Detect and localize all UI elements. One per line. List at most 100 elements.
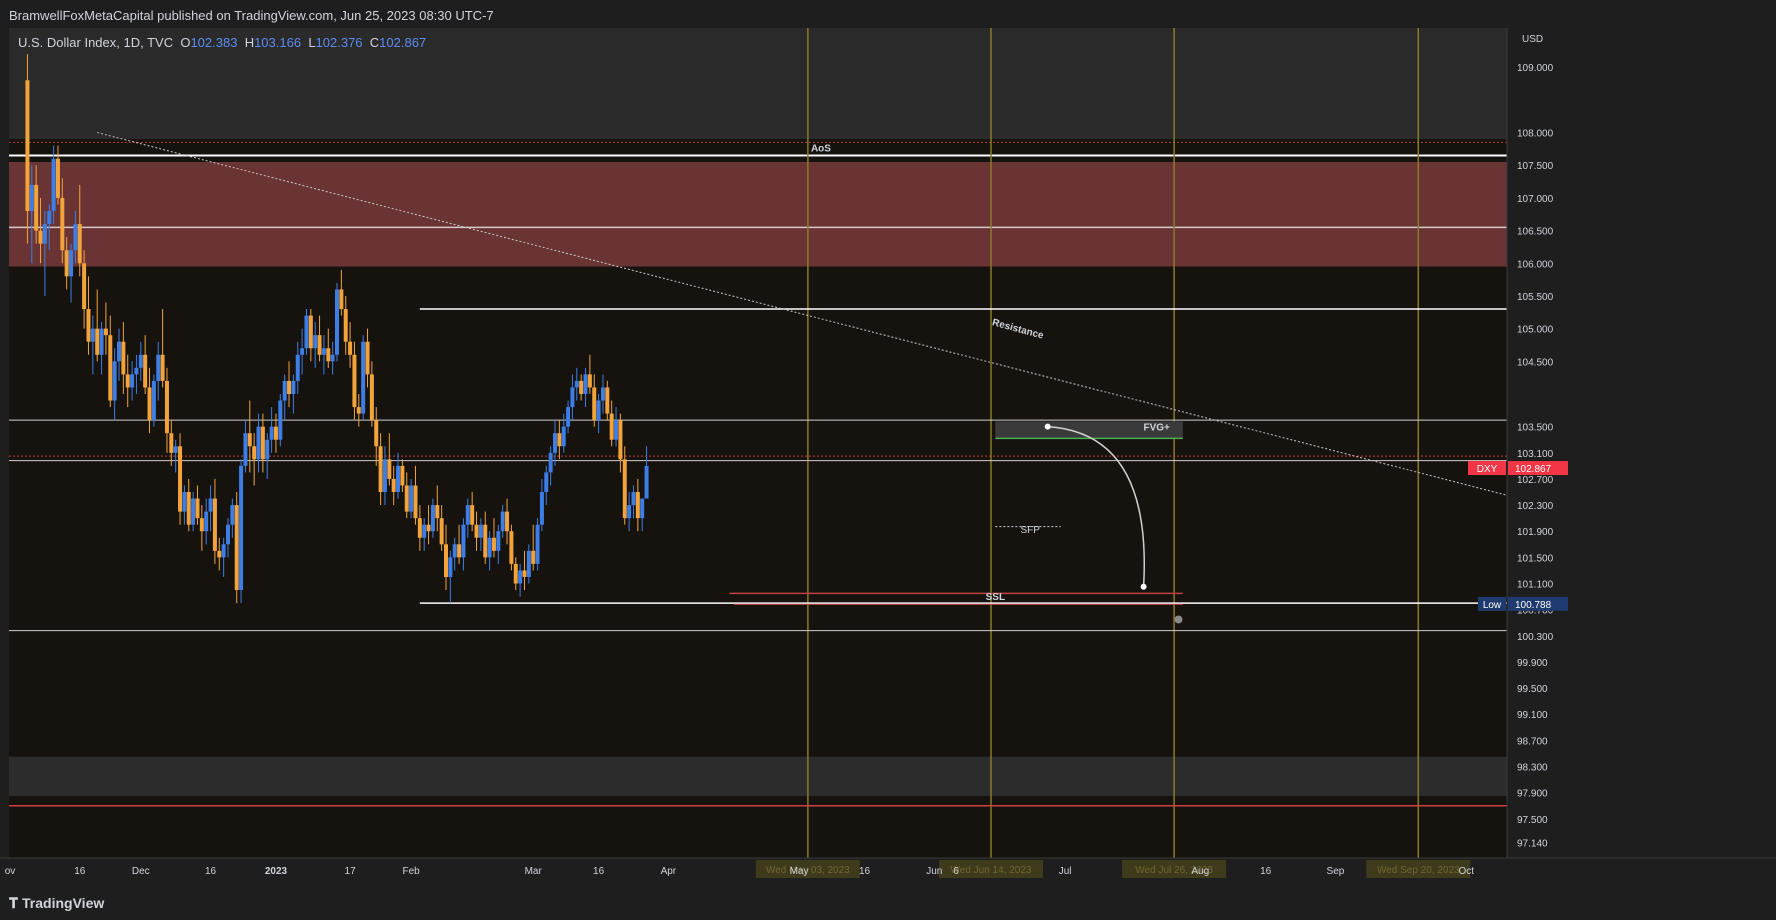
candle-body bbox=[513, 563, 518, 584]
brand-label: TradingView bbox=[22, 895, 105, 911]
candle bbox=[566, 400, 571, 434]
candle bbox=[522, 550, 527, 591]
date-tag-bg bbox=[755, 860, 860, 878]
candle bbox=[535, 518, 540, 571]
candle bbox=[548, 446, 553, 486]
candle bbox=[426, 505, 431, 545]
candle bbox=[478, 518, 483, 551]
close-value: 102.867 bbox=[379, 35, 427, 50]
candle bbox=[147, 367, 152, 434]
candle-body bbox=[609, 413, 614, 440]
candle-body bbox=[435, 505, 440, 519]
low-tag-label: Low bbox=[1483, 600, 1502, 611]
price-tick-label: 101.900 bbox=[1517, 527, 1554, 538]
candle bbox=[55, 145, 60, 205]
candle bbox=[570, 374, 575, 421]
candle-body bbox=[539, 492, 544, 525]
resistance-trendline bbox=[97, 132, 1508, 496]
candle bbox=[117, 328, 121, 381]
candle-body bbox=[600, 387, 605, 401]
candle-body bbox=[273, 426, 278, 440]
candle bbox=[51, 145, 56, 225]
candle-body bbox=[365, 341, 370, 375]
price-tick-label: 107.000 bbox=[1517, 194, 1554, 205]
candle-body bbox=[221, 544, 226, 558]
time-tick-label: Aug bbox=[1191, 866, 1209, 877]
candle bbox=[212, 478, 217, 564]
aos-label: AoS bbox=[811, 143, 831, 154]
price-axis bbox=[1507, 28, 1776, 882]
candle bbox=[574, 367, 579, 401]
candle bbox=[439, 505, 444, 551]
candle-body bbox=[199, 518, 204, 532]
candle bbox=[583, 367, 588, 408]
publisher-text: BramwellFoxMetaCapital published on Trad… bbox=[9, 8, 494, 23]
tradingview-logo[interactable]: 𝐓 TradingView bbox=[9, 895, 104, 912]
candle bbox=[291, 374, 296, 414]
candle bbox=[182, 485, 187, 525]
open-value: 102.383 bbox=[190, 35, 238, 50]
candle bbox=[112, 348, 117, 421]
projection-end-dot bbox=[1140, 583, 1147, 590]
candle bbox=[221, 537, 226, 577]
top-gray-band bbox=[9, 28, 1507, 140]
candle-body bbox=[553, 433, 557, 453]
candle-body bbox=[496, 531, 501, 551]
candle-body bbox=[605, 387, 610, 414]
publish-header: BramwellFoxMetaCapital published on Trad… bbox=[0, 0, 1776, 28]
price-tick-label: 99.500 bbox=[1517, 684, 1548, 695]
candle bbox=[73, 210, 78, 264]
candle-body bbox=[474, 524, 479, 538]
candle-body bbox=[348, 341, 353, 355]
candle-body bbox=[278, 400, 283, 440]
price-tick-label: 102.300 bbox=[1517, 501, 1554, 512]
candle bbox=[38, 197, 43, 264]
candle bbox=[635, 478, 640, 532]
candle bbox=[151, 374, 156, 427]
time-tick-label: 16 bbox=[1260, 866, 1272, 877]
price-tick-label: 103.100 bbox=[1517, 449, 1554, 460]
candle bbox=[64, 237, 69, 290]
candle-body bbox=[426, 524, 431, 532]
bottom-gray-band bbox=[9, 756, 1507, 796]
candle bbox=[356, 393, 361, 427]
candle-body bbox=[117, 341, 121, 362]
candle bbox=[300, 328, 305, 375]
candle-body bbox=[69, 250, 74, 277]
dxy-tag bbox=[1468, 461, 1506, 476]
candle bbox=[239, 459, 244, 604]
dxy-tag-label: DXY bbox=[1477, 464, 1498, 475]
candle-body bbox=[500, 511, 505, 532]
candle bbox=[644, 446, 649, 499]
time-tick-label: Oct bbox=[1458, 866, 1474, 877]
candle bbox=[134, 354, 139, 394]
candle bbox=[474, 511, 479, 551]
time-tick-label: 16 bbox=[593, 866, 605, 877]
candle bbox=[273, 413, 278, 453]
candle bbox=[29, 165, 34, 264]
plot-background bbox=[9, 28, 1507, 858]
candle bbox=[252, 433, 257, 486]
candle-body bbox=[452, 544, 457, 558]
candle-body bbox=[42, 224, 47, 244]
candle bbox=[121, 322, 126, 394]
candle bbox=[191, 492, 196, 532]
candle-body bbox=[182, 492, 187, 512]
time-tick-label: 6 bbox=[953, 866, 959, 877]
candle bbox=[195, 485, 200, 525]
price-chart[interactable]: AoSResistanceFVG+SSLSFPUSD109.000108.000… bbox=[0, 28, 1776, 882]
candle bbox=[413, 465, 418, 525]
price-tick-label: 106.500 bbox=[1517, 227, 1554, 238]
candle-body bbox=[73, 224, 78, 251]
low-price-tag bbox=[1508, 596, 1568, 611]
supply-zone bbox=[9, 161, 1507, 267]
candle-body bbox=[112, 361, 117, 401]
candle-body bbox=[243, 433, 248, 466]
candle bbox=[561, 413, 566, 453]
candle bbox=[69, 243, 74, 303]
candle-body bbox=[369, 374, 374, 421]
candle bbox=[587, 354, 592, 394]
candle-body bbox=[631, 492, 636, 506]
candle-body bbox=[147, 387, 152, 421]
price-tick-label: 102.700 bbox=[1517, 475, 1554, 486]
